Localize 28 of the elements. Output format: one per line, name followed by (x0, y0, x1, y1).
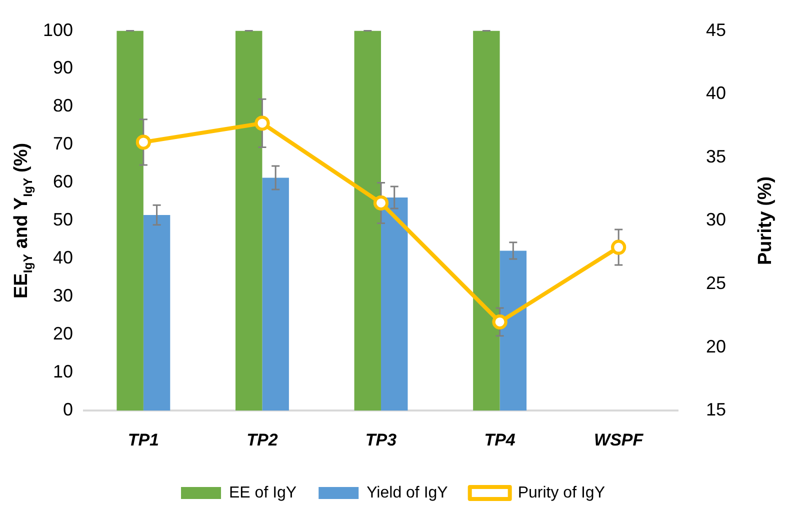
y-tick-label: 20 (53, 324, 74, 344)
y2-tick-label: 45 (706, 20, 726, 40)
y-tick-label: 80 (53, 96, 74, 116)
y-tick-label: 0 (63, 400, 74, 420)
y-tick-label: 40 (53, 248, 74, 268)
y-tick-label: 70 (53, 134, 74, 154)
legend-label: Purity of IgY (518, 484, 606, 502)
x-tick-label: TP1 (128, 430, 160, 450)
y2-tick-label: 40 (706, 83, 726, 104)
y-tick-label: 100 (42, 20, 74, 40)
y-tick-label: 90 (53, 58, 74, 78)
y2-tick-label: 30 (706, 210, 726, 230)
y-tick-label: 10 (53, 362, 74, 382)
y2-tick-label: 15 (706, 400, 726, 420)
x-tick-label: TP4 (484, 430, 516, 450)
y-tick-label: 30 (53, 286, 74, 306)
y2-tick-label: 25 (706, 272, 726, 293)
y-tick-label: 50 (53, 210, 74, 230)
y2-axis-title: Purity (%) (755, 176, 776, 266)
y-tick-label: 60 (53, 172, 74, 192)
y2-tick-label: 35 (706, 146, 726, 166)
legend-label: EE of IgY (229, 484, 297, 502)
y-axis-title: EEIgY and YIgY (%) (11, 142, 36, 298)
legend-label: Yield of IgY (366, 484, 448, 502)
x-tick-label: TP2 (246, 430, 278, 450)
x-tick-label: WSPF (594, 430, 644, 450)
y2-tick-label: 20 (706, 336, 726, 356)
x-tick-label: TP3 (365, 430, 398, 450)
